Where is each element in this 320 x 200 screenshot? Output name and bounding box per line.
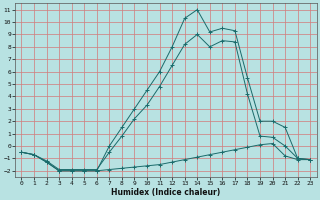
X-axis label: Humidex (Indice chaleur): Humidex (Indice chaleur) [111, 188, 220, 197]
